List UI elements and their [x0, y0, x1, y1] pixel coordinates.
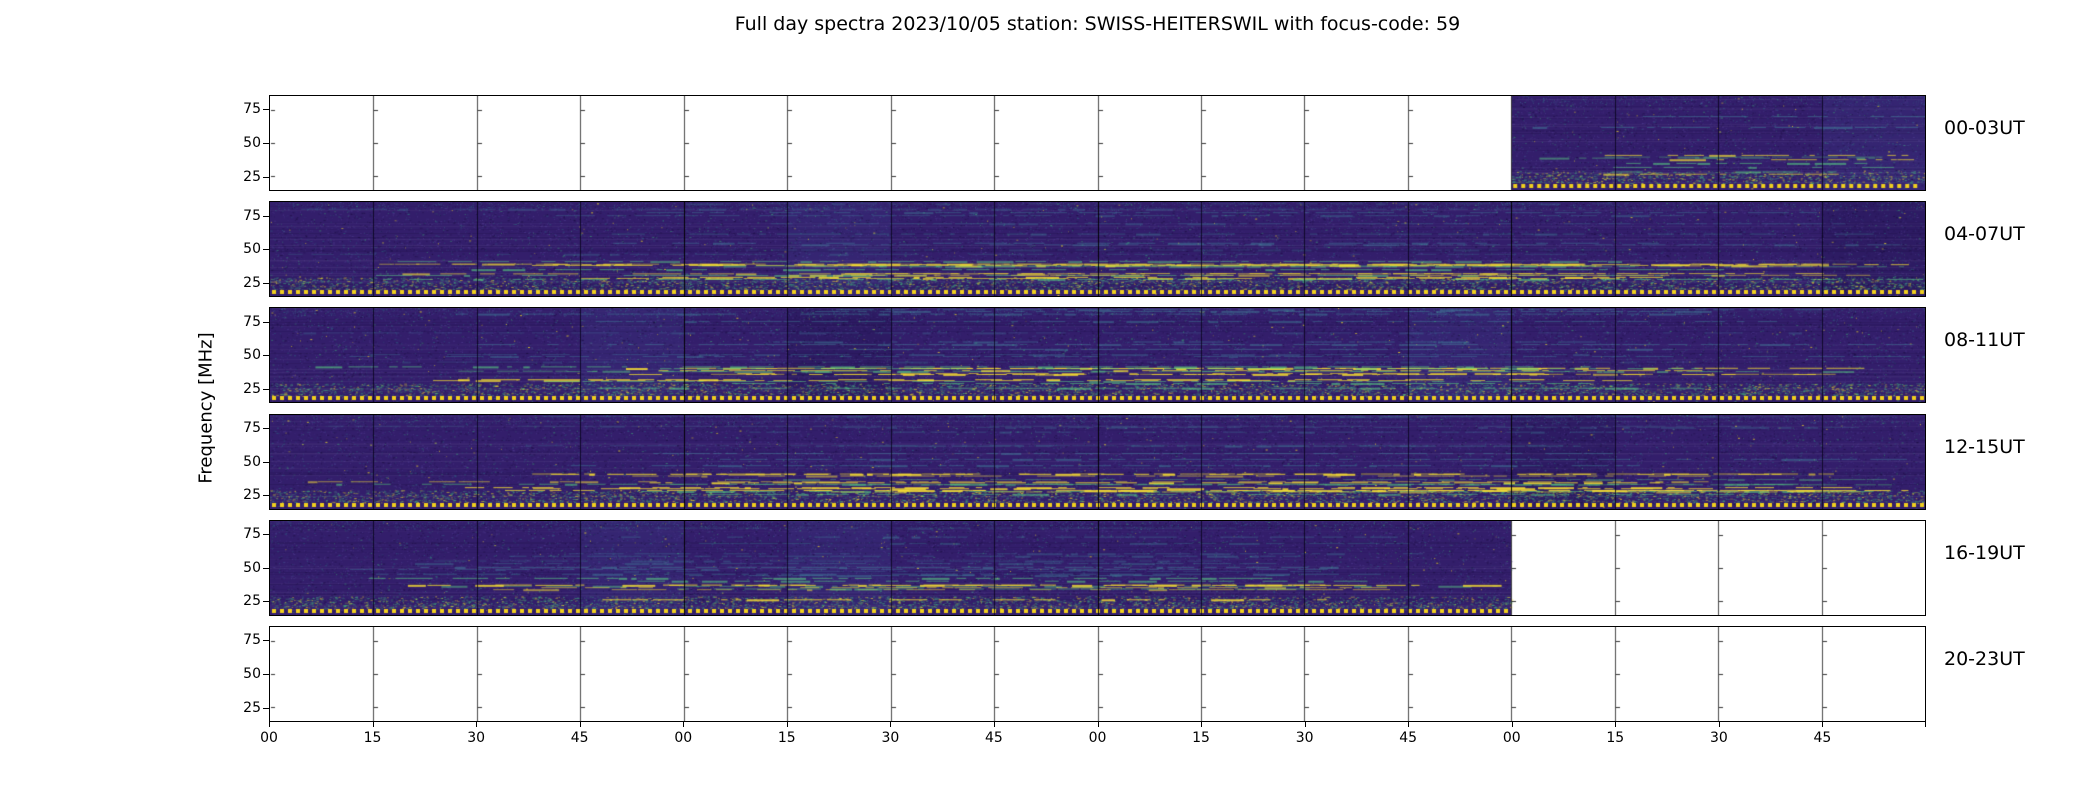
x-tick-mark: [1925, 722, 1926, 727]
x-tick-mark: [1615, 722, 1617, 727]
y-tick-label: 25: [243, 699, 261, 716]
y-tick-mark: [263, 674, 269, 675]
spectrogram-canvas: [270, 520, 1925, 615]
x-tick-mark: [890, 722, 892, 727]
x-tick-label: 00: [260, 730, 278, 746]
row-label: 12-15UT: [1944, 435, 2025, 458]
figure-title: Full day spectra 2023/10/05 station: SWI…: [734, 13, 1461, 35]
y-tick-mark: [263, 143, 269, 144]
y-tick-mark: [263, 428, 269, 429]
y-tick-mark: [263, 176, 269, 178]
y-tick-label: 75: [243, 420, 261, 436]
row-label: 04-07UT: [1944, 223, 2025, 246]
x-tick-mark: [372, 722, 374, 727]
y-tick-label: 25: [243, 168, 261, 185]
y-tick-mark: [263, 355, 269, 357]
x-tick-mark: [786, 722, 788, 727]
spectrogram-row: [269, 519, 1926, 616]
x-tick-label: 30: [881, 730, 900, 746]
spectrogram-canvas: [270, 627, 1925, 721]
x-tick-mark: [993, 722, 995, 727]
y-tick-label: 25: [243, 274, 261, 291]
x-tick-mark: [1097, 722, 1099, 727]
x-tick-mark: [476, 722, 478, 727]
x-tick-label: 30: [467, 730, 486, 746]
x-tick-mark: [1304, 722, 1306, 727]
y-tick-mark: [263, 534, 269, 536]
y-tick-mark: [263, 707, 269, 709]
y-tick-label: 75: [243, 526, 261, 543]
x-tick-label: 45: [570, 730, 589, 746]
y-tick-label: 50: [243, 241, 261, 258]
spectrogram-row: [269, 413, 1926, 510]
spectrogram-canvas: [270, 202, 1925, 297]
y-tick-mark: [263, 601, 269, 603]
y-tick-label: 25: [243, 487, 261, 504]
y-tick-label: 75: [243, 313, 261, 330]
y-tick-mark: [263, 249, 269, 251]
x-tick-mark: [1822, 722, 1824, 727]
y-tick-mark: [263, 109, 269, 111]
x-tick-label: 00: [1088, 730, 1107, 746]
row-label: 00-03UT: [1944, 117, 2025, 139]
x-tick-mark: [1718, 722, 1720, 727]
y-tick-label: 75: [243, 632, 261, 649]
row-label: 16-19UT: [1944, 541, 2025, 564]
row-label: 08-11UT: [1944, 329, 2025, 352]
y-tick-mark: [263, 640, 269, 642]
y-tick-label: 50: [243, 559, 261, 576]
x-tick-label: 00: [1502, 730, 1521, 746]
y-tick-label: 50: [243, 135, 261, 151]
spectrogram-canvas: [270, 414, 1925, 509]
y-tick-mark: [263, 282, 269, 284]
y-tick-label: 75: [243, 207, 261, 224]
x-tick-label: 00: [674, 730, 693, 746]
x-tick-label: 15: [777, 730, 796, 746]
spectrogram-canvas: [270, 96, 1925, 190]
y-tick-label: 25: [243, 381, 261, 397]
y-tick-label: 50: [243, 666, 261, 682]
y-tick-label: 50: [243, 347, 261, 364]
x-tick-label: 15: [363, 730, 382, 746]
x-tick-mark: [683, 722, 685, 727]
y-tick-mark: [263, 567, 269, 569]
y-tick-mark: [263, 461, 269, 463]
x-tick-label: 45: [1399, 730, 1418, 746]
y-tick-mark: [263, 389, 269, 390]
x-tick-mark: [1408, 722, 1410, 727]
spectrogram-row: [269, 95, 1926, 191]
x-tick-label: 45: [1813, 730, 1832, 746]
y-tick-label: 50: [243, 453, 261, 470]
y-tick-mark: [263, 321, 269, 323]
x-tick-label: 45: [985, 730, 1003, 746]
x-tick-label: 15: [1192, 730, 1210, 746]
x-tick-mark: [1201, 722, 1203, 727]
row-label: 20-23UT: [1944, 648, 2025, 670]
spectrogram-row: [269, 201, 1926, 298]
y-tick-label: 25: [243, 593, 261, 610]
y-tick-mark: [263, 495, 269, 497]
x-tick-mark: [269, 722, 270, 727]
x-tick-mark: [1511, 722, 1513, 727]
y-tick-mark: [263, 215, 269, 217]
x-tick-label: 30: [1709, 730, 1728, 746]
x-tick-label: 15: [1606, 730, 1625, 746]
y-tick-label: 75: [243, 101, 261, 118]
spectrogram-canvas: [270, 308, 1925, 403]
spectrogram-row: [269, 626, 1926, 722]
spectrogram-row: [269, 307, 1926, 404]
x-tick-label: 30: [1295, 730, 1314, 746]
x-tick-mark: [579, 722, 581, 727]
